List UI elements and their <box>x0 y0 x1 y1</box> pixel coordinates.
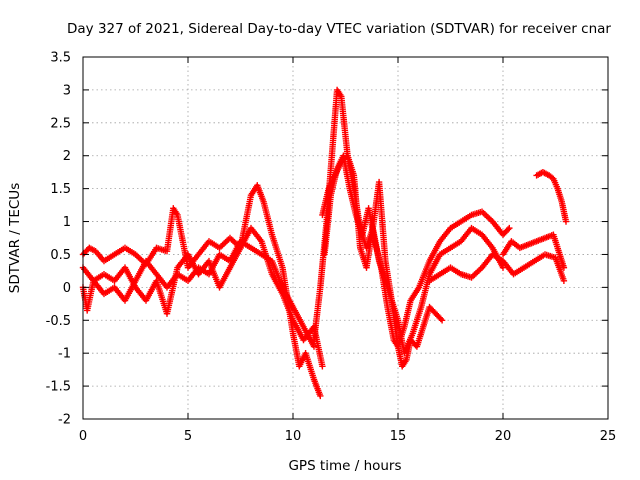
data-point <box>438 317 446 324</box>
y-axis: -2 -1.5 -1 -0.5 0 0.5 1 1.5 2 2.5 3 3.5 <box>46 51 608 428</box>
series-satellite-track-4 <box>310 86 446 370</box>
data-point <box>562 218 570 225</box>
y-tick-label: -1 <box>58 347 71 362</box>
y-tick-label: 1.5 <box>50 182 71 197</box>
y-tick-label: 0.5 <box>50 248 71 263</box>
data-point <box>504 226 512 233</box>
x-tick-label: 20 <box>495 429 512 444</box>
data-point <box>317 392 324 400</box>
x-tick-label: 0 <box>79 429 87 444</box>
y-tick-label: 1 <box>63 215 71 230</box>
y-axis-label: SDTVAR / TECUs <box>7 183 23 293</box>
data-point <box>310 343 318 350</box>
x-axis-label: GPS time / hours <box>288 458 401 474</box>
data-point <box>506 224 513 232</box>
y-tick-label: 3 <box>63 83 71 98</box>
plot-frame <box>82 56 609 420</box>
series-satellite-track-3 <box>79 238 318 350</box>
y-tick-label: 0 <box>63 281 71 296</box>
series-satellite-track-7 <box>426 251 568 284</box>
x-tick-label: 15 <box>390 429 407 444</box>
chart-title: Day 327 of 2021, Sidereal Day-to-day VTE… <box>67 21 611 37</box>
data-point <box>437 315 445 323</box>
data-point <box>560 264 568 271</box>
series-satellite-track-9 <box>533 168 570 225</box>
series-satellite-track-5 <box>321 152 513 350</box>
y-tick-label: -1.5 <box>46 380 71 395</box>
y-tick-label: 2 <box>63 149 71 164</box>
data-point <box>319 363 326 370</box>
x-axis: 0 5 10 15 20 25 <box>79 57 616 444</box>
grid <box>83 57 608 419</box>
x-tick-label: 10 <box>285 429 302 444</box>
data-series <box>79 86 570 400</box>
y-tick-label: 2.5 <box>50 116 71 131</box>
data-point <box>560 277 568 284</box>
x-tick-label: 25 <box>600 429 617 444</box>
series-satellite-track-8 <box>499 231 568 271</box>
x-tick-label: 5 <box>184 429 192 444</box>
y-tick-label: 3.5 <box>50 51 71 66</box>
y-tick-label: -2 <box>58 413 71 428</box>
y-tick-label: -0.5 <box>46 314 71 329</box>
